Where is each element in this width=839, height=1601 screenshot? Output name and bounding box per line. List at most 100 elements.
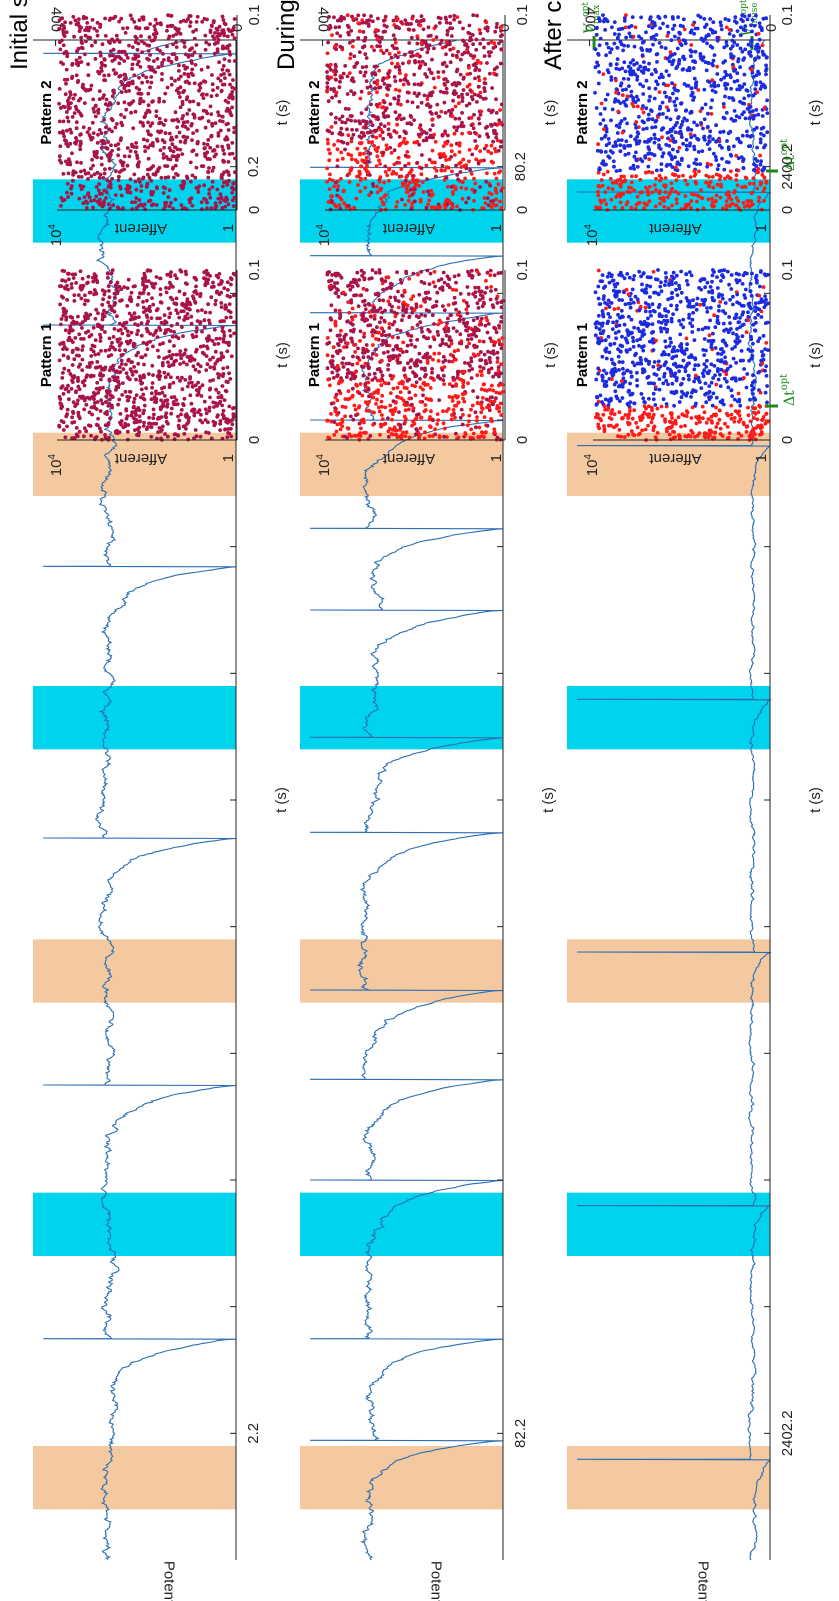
spike-dot [141,392,146,397]
spike-dot [335,368,340,373]
spike-dot [364,155,369,160]
spike-dot [410,383,415,388]
spike-dot [661,381,666,386]
spike-dot [491,374,495,379]
spike-dot [423,62,428,67]
spike-dot [80,357,85,362]
spike-dot [119,136,123,141]
spike-dot [116,379,121,384]
spike-dot [350,395,355,399]
spike-dot [114,33,119,38]
spike-dot [395,358,400,363]
spike-dot [466,361,471,366]
spike-dot [325,51,330,56]
spike-dot [189,354,193,359]
spike-dot [222,180,226,185]
spike-dot [220,119,225,124]
spike-dot [158,292,163,297]
spike-dot [126,101,131,106]
spike-dot [436,359,441,363]
spike-dot [134,141,139,145]
spike-dot [128,190,133,195]
afferent-axis-label: Afferent [382,450,435,467]
spike-dot [383,29,387,34]
spike-dot [399,167,404,172]
spike-dot [151,202,156,207]
spike-dot [59,419,64,423]
spike-dot [203,310,208,315]
spike-dot [355,270,360,275]
spike-dot [415,178,420,183]
spike-dot [422,436,427,441]
spike-dot [489,192,494,197]
spike-dot [121,26,125,31]
spike-dot [337,99,342,104]
spike-dot [117,284,122,289]
spike-dot [136,295,141,300]
spike-dot [202,399,207,404]
spike-dot [380,35,384,40]
spike-dot [364,408,369,413]
spike-dot [696,327,701,332]
spike-dot [398,78,403,83]
spike-dot [438,16,443,21]
spike-dot [215,404,220,408]
spike-dot [81,125,86,130]
spike-dot [231,320,236,325]
spike-dot [86,329,91,334]
spike-dot [220,403,225,408]
spike-dot [342,337,346,342]
spike-dot [374,128,379,133]
spike-dot [194,329,199,334]
spike-dot [100,327,104,332]
spike-dot [426,34,431,38]
spike-dot [379,122,383,127]
spike-dot [221,64,226,68]
spike-dot [499,206,504,211]
spike-dot [155,186,160,191]
spike-dot [350,284,355,289]
spike-dot [69,338,74,343]
spike-dot [703,381,708,386]
spike-dot [187,48,192,52]
spike-dot [64,386,69,391]
spike-dot [430,367,434,371]
spike-dot [216,38,221,42]
spike-dot [440,368,445,372]
spike-dot [227,152,232,156]
spike-dot [761,285,766,289]
spike-dot [94,185,99,189]
spike-dot [70,378,74,383]
spike-dot [76,379,80,383]
spike-dot [218,192,223,197]
spike-dot [421,387,425,392]
spike-dot [70,63,75,67]
spike-dot [221,44,225,49]
spike-dot [473,189,477,193]
spike-dot [334,69,339,74]
spike-dot [119,79,123,84]
spike-dot [230,198,235,203]
spike-dot [165,405,170,409]
spike-dot [388,102,393,106]
spike-dot [198,320,203,324]
spike-dot [362,277,367,282]
spike-dot [490,201,495,206]
spike-dot [325,89,329,94]
spike-dot [112,291,117,296]
spike-dot [169,76,174,81]
spike-dot [346,107,351,111]
spike-dot [494,203,499,208]
spike-dot [192,436,196,441]
spike-dot [450,190,455,194]
spike-dot [384,106,389,110]
spike-dot [109,271,114,275]
spike-dot [233,170,237,175]
spike-dot [381,51,386,55]
spike-dot [166,360,170,365]
spike-dot [90,157,94,162]
spike-dot [456,400,461,405]
spike-dot [430,313,435,318]
spike-dot [193,428,198,432]
spike-dot [423,374,427,379]
